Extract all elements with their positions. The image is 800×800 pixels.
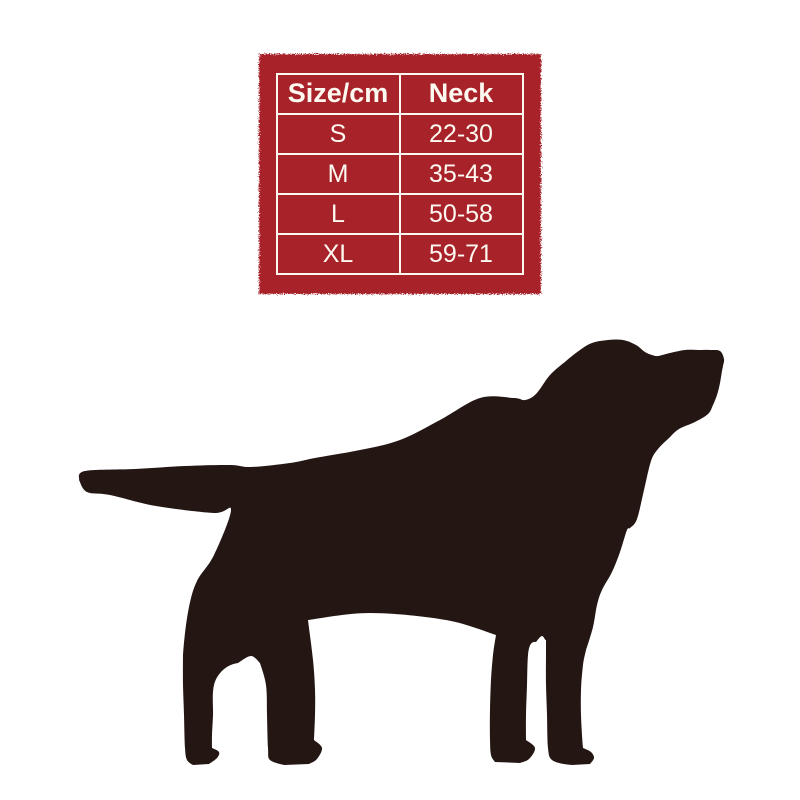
svg-text:59-71: 59-71	[429, 240, 493, 268]
svg-text:M: M	[328, 160, 349, 188]
svg-text:Neck: Neck	[429, 78, 495, 108]
svg-text:S: S	[330, 120, 347, 148]
svg-text:XL: XL	[323, 240, 354, 268]
svg-text:35-43: 35-43	[429, 160, 493, 188]
svg-text:50-58: 50-58	[429, 200, 493, 228]
svg-text:22-30: 22-30	[429, 120, 493, 148]
svg-text:L: L	[331, 200, 345, 228]
svg-text:Size/cm: Size/cm	[288, 78, 389, 108]
